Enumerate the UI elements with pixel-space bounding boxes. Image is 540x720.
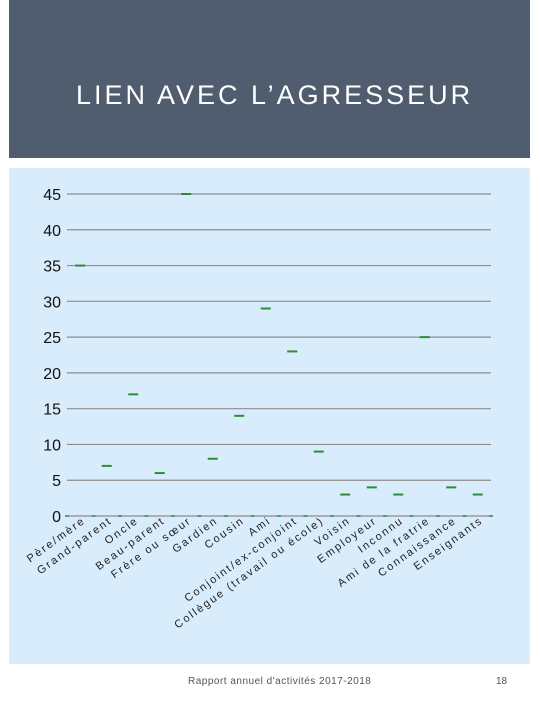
y-tick-label: 30: [43, 294, 61, 311]
y-tick-label: 25: [43, 330, 61, 347]
y-tick-label: 10: [43, 437, 61, 454]
page-number: 18: [496, 676, 508, 687]
y-tick-label: 15: [43, 402, 61, 419]
y-tick-label: 0: [52, 509, 61, 526]
footer-report-label: Rapport annuel d'activités 2017-2018: [188, 676, 372, 687]
y-tick-label: 45: [43, 187, 61, 204]
y-tick-label: 20: [43, 366, 61, 383]
y-tick-label: 5: [52, 473, 61, 490]
slide-title: LIEN AVEC L’AGRESSEUR: [76, 80, 474, 110]
slide-header: LIEN AVEC L’AGRESSEUR: [9, 0, 530, 158]
y-tick-label: 40: [43, 223, 61, 240]
chart-panel: 0 5 10 15 20 25 30 35 40 45 Père/mère Grand-parent…: [9, 168, 530, 664]
y-tick-label: 35: [43, 259, 61, 276]
